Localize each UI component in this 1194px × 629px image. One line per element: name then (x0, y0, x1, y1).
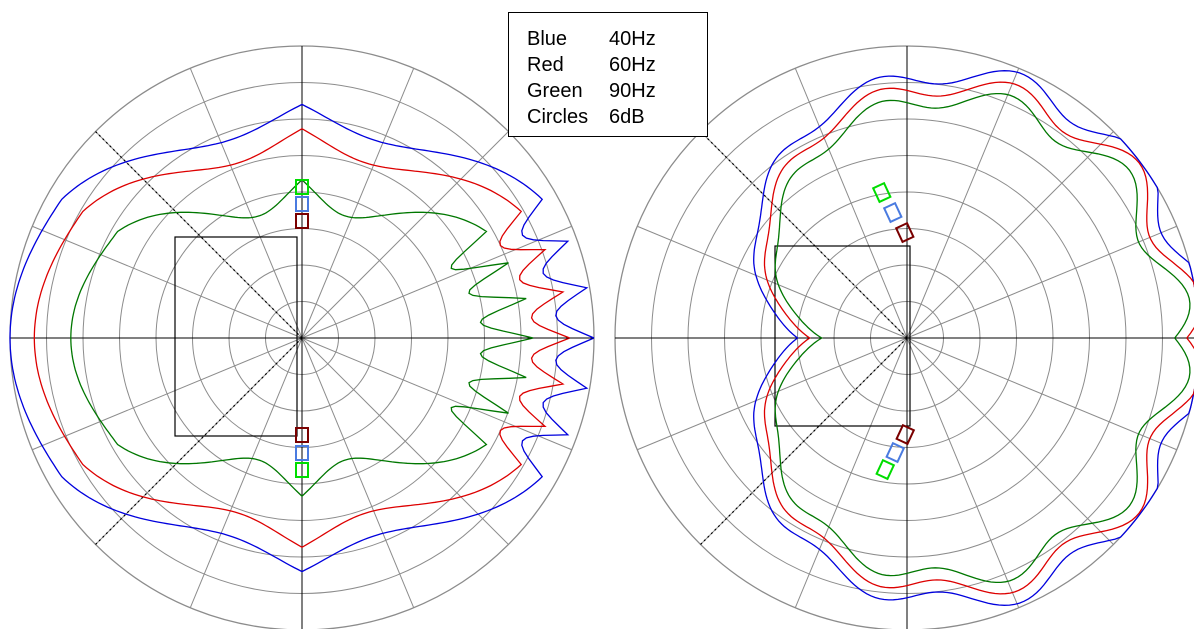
polar-dotted-guide-1-225 (700, 337, 908, 545)
speaker-outline-0 (174, 236, 298, 437)
polar-dotted-guide-0-225 (95, 337, 303, 545)
polar-spoke-0-45 (301, 131, 509, 339)
driver-marker-0-4 (295, 445, 309, 461)
driver-marker-1-0 (871, 181, 892, 204)
polar-spoke-1-67.5 (906, 68, 1020, 339)
legend-key-red: Red (527, 54, 564, 76)
legend-value-green: 90Hz (609, 80, 656, 102)
series-line-1-40Hz (753, 70, 1194, 606)
polar-spoke-0-67.5 (301, 68, 415, 339)
speaker-outline-1 (774, 245, 911, 427)
polar-spoke-0-315 (301, 337, 509, 545)
driver-marker-0-3 (295, 427, 309, 443)
polar-spoke-1-22.5 (906, 225, 1177, 339)
driver-marker-0-2 (295, 213, 309, 229)
polar-dotted-guide-1-135 (700, 131, 908, 339)
polar-spoke-1-315 (906, 337, 1114, 545)
driver-marker-1-5 (875, 458, 896, 481)
legend-value-red: 60Hz (609, 54, 656, 76)
polar-spoke-0-157.5 (32, 225, 303, 339)
polar-spoke-0-247.5 (189, 337, 303, 608)
polar-spoke-0-337.5 (301, 337, 572, 451)
driver-marker-1-4 (885, 441, 906, 464)
legend-value-blue: 40Hz (609, 28, 656, 50)
driver-marker-0-0 (295, 179, 309, 195)
polar-spoke-1-292.5 (906, 337, 1020, 608)
polar-spoke-1-202.5 (637, 337, 908, 451)
driver-marker-0-1 (295, 196, 309, 212)
series-line-0-60Hz (33, 127, 570, 549)
driver-marker-1-3 (895, 423, 916, 446)
series-line-1-60Hz (763, 81, 1194, 595)
polar-spoke-0-22.5 (301, 225, 572, 339)
polar-spoke-0-112.5 (189, 68, 303, 339)
polar-spoke-1-157.5 (637, 225, 908, 339)
polar-spoke-1-112.5 (794, 68, 908, 339)
series-line-0-40Hz (9, 103, 595, 573)
driver-marker-1-2 (894, 221, 915, 244)
series-line-1-90Hz (774, 92, 1191, 584)
polar-spoke-1-337.5 (906, 337, 1177, 451)
legend: Blue 40Hz Red 60Hz Green 90Hz Circles 6d… (508, 12, 708, 137)
polar-spoke-0-202.5 (32, 337, 303, 451)
polar-spoke-0-292.5 (301, 337, 415, 608)
driver-marker-1-1 (882, 201, 903, 224)
series-line-0-90Hz (70, 178, 534, 498)
polar-dotted-guide-0-135 (95, 131, 303, 339)
polar-spoke-1-45 (906, 131, 1114, 339)
legend-key-blue: Blue (527, 28, 568, 50)
polar-spoke-1-247.5 (794, 337, 908, 608)
driver-marker-0-5 (295, 462, 309, 478)
legend-key-circles: Circles (527, 106, 589, 128)
legend-value-circles: 6dB (609, 106, 645, 128)
legend-key-green: Green (527, 80, 583, 102)
